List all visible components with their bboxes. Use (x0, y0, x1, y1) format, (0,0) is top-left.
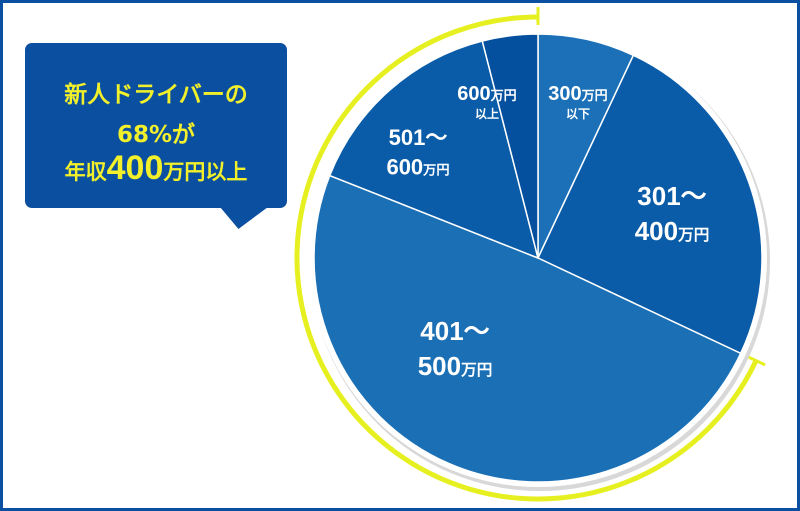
slice-label-unit: 万円 (422, 163, 449, 178)
callout-prefix: 年収 (64, 160, 107, 184)
slice-label-range-start: 401～ (420, 316, 489, 346)
callout-number: 400 (106, 149, 164, 187)
slice-label-unit: 万円 (581, 88, 608, 103)
highlight-arc-tick (748, 355, 766, 367)
slice-label-unit: 万円 (677, 226, 709, 244)
slice-label-sub: 以上 (475, 106, 499, 121)
pie-slice (328, 40, 540, 260)
slice-label-sub: 以下 (566, 107, 590, 121)
slice-label: 300万円 (548, 83, 607, 105)
slice-label-range-end: 400 (635, 216, 678, 246)
slice-label-range-end: 600 (386, 155, 423, 180)
slice-label-number: 600 (457, 83, 490, 105)
pie-slice (313, 174, 742, 483)
slice-label-range-start: 301～ (637, 181, 706, 211)
callout-bubble: 新人ドライバーの 68%が 年収400万円以上 (25, 43, 287, 208)
pie-slice (481, 33, 539, 259)
callout-line-1: 新人ドライバーの (64, 82, 248, 108)
callout-line-3: 年収400万円以上 (25, 149, 287, 188)
slice-label-range-start: 501～ (389, 125, 448, 150)
highlight-arc (294, 14, 759, 502)
slice-label-unit: 万円 (490, 88, 517, 103)
slice-label: 301～ 400万円 (635, 181, 710, 246)
callout-line-2: 68%が (116, 122, 196, 148)
callout-suffix: 万円以上 (163, 160, 248, 184)
slice-label-unit: 万円 (460, 361, 492, 379)
slice-label: 401～ 500万円 (418, 316, 493, 381)
slice-label: 600万円 (457, 83, 516, 105)
slice-label-number: 300 (548, 83, 581, 105)
slice-label-range-end: 500 (418, 351, 461, 381)
pie-slice (537, 54, 763, 355)
slice-label: 501～ 600万円 (386, 125, 449, 180)
